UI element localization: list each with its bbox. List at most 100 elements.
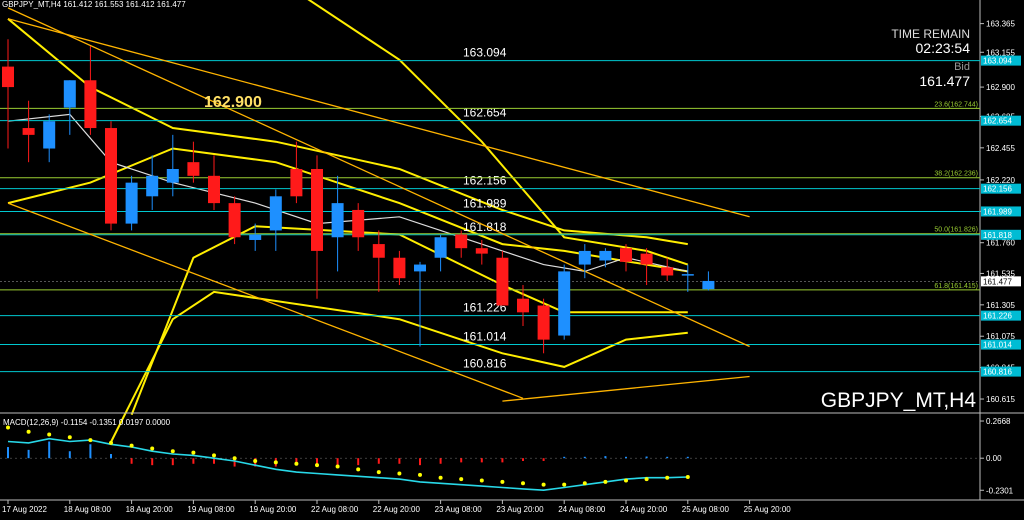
- candle: [537, 298, 550, 354]
- macd-signal-dot: [6, 425, 10, 430]
- candle: [311, 155, 323, 299]
- time-tick-label: 24 Aug 08:00: [558, 505, 606, 514]
- macd-signal-dot: [418, 472, 422, 477]
- bid-label: Bid: [954, 61, 970, 73]
- candle: [228, 196, 241, 245]
- macd-line: [7, 437, 688, 492]
- candle-body: [372, 244, 385, 258]
- macd-signal-dot: [294, 461, 299, 466]
- candle: [2, 39, 14, 149]
- candle-body: [22, 128, 35, 135]
- candle-body: [166, 168, 179, 183]
- macd-signal-dot: [644, 477, 649, 482]
- time-tick-label: 18 Aug 08:00: [64, 505, 112, 514]
- candle: [208, 155, 220, 210]
- price-tick-label: 161.535: [986, 269, 1015, 278]
- candle: [146, 155, 159, 210]
- candle: [125, 175, 138, 231]
- macd-tick-label: 0.00: [986, 454, 1002, 463]
- candle-body: [640, 253, 653, 265]
- time-tick-label: 24 Aug 20:00: [620, 505, 668, 514]
- candle: [352, 203, 365, 251]
- macd-signal-dot: [191, 450, 196, 455]
- candle: [558, 264, 571, 340]
- price-tick-label: 163.155: [986, 48, 1015, 57]
- time-tick-label: 17 Aug 2022: [2, 505, 47, 514]
- candle-body: [105, 128, 117, 224]
- candle: [290, 141, 303, 204]
- candles-layer[interactable]: [2, 39, 715, 354]
- level-price-tag-box: [981, 55, 1021, 66]
- macd-signal-dot: [541, 482, 546, 487]
- level-label: 161.989: [463, 196, 507, 210]
- macd-signal-dot: [47, 432, 52, 437]
- macd-signal-dot: [562, 482, 567, 487]
- price-tick-label: 161.760: [986, 239, 1015, 248]
- trend-line: [7, 18, 750, 218]
- macd-signal-dot: [315, 463, 319, 468]
- macd-tick-label: 0.2668: [986, 417, 1011, 426]
- candle-body: [84, 80, 97, 129]
- price-tick-label: 161.305: [986, 301, 1015, 310]
- time-remain-label: TIME REMAIN: [891, 27, 970, 41]
- candle: [393, 250, 406, 286]
- candle: [681, 264, 694, 292]
- level-price-tag: 162.654: [981, 115, 1021, 126]
- candle-body: [269, 196, 282, 231]
- macd-signal-dot: [397, 471, 402, 476]
- candle-body: [620, 248, 632, 262]
- candle-body: [208, 175, 220, 204]
- price-tick-label: 163.365: [986, 20, 1015, 29]
- macd-signal-dot: [685, 475, 690, 480]
- macd-signal-dot: [67, 435, 72, 440]
- candle: [249, 223, 262, 251]
- candle-body: [661, 267, 674, 276]
- candle: [43, 114, 56, 163]
- candle: [372, 230, 385, 292]
- levels-layer: 163.094 162.654 162.156 161.989 161.818 161.2…: [0, 0, 1024, 501]
- candle: [269, 189, 282, 251]
- candle: [434, 234, 447, 272]
- time-tick-label: 25 Aug 20:00: [744, 505, 792, 514]
- time-tick-label: 18 Aug 20:00: [126, 505, 174, 514]
- candle-body: [249, 234, 262, 240]
- macd-signal-dot: [150, 446, 155, 451]
- candle-body: [702, 280, 715, 290]
- price-axis[interactable]: 163.365163.155162.900162.685162.455162.2…: [980, 20, 1021, 404]
- candle-body: [681, 274, 694, 276]
- candle-body: [63, 80, 76, 108]
- time-remain-value: 02:23:54: [916, 40, 971, 56]
- macd-signal-dot: [521, 481, 525, 486]
- candle: [661, 257, 674, 281]
- macd-signal-dot: [232, 456, 237, 461]
- price-tick-label: 162.900: [986, 83, 1015, 92]
- candle-body: [578, 250, 591, 265]
- envelope-band-line: [307, 0, 689, 266]
- macd-signal-dot: [356, 467, 361, 472]
- candle-body: [311, 168, 323, 251]
- candle: [640, 248, 653, 286]
- macd-signal-dot: [582, 481, 587, 486]
- level-price-tag: 162.156: [981, 183, 1021, 194]
- current-price-tag-box: [981, 276, 1021, 287]
- level-price-tag: 161.226: [981, 310, 1021, 321]
- trend-line: [7, 202, 524, 399]
- candle-body: [290, 168, 303, 197]
- fib-label: 61.8(161.415): [934, 283, 978, 290]
- candle-body: [43, 121, 56, 149]
- candle: [496, 250, 509, 306]
- macd-signal-dot: [479, 478, 484, 483]
- price-tick-label: 162.455: [986, 144, 1015, 153]
- bid-value: 161.477: [919, 73, 970, 89]
- level-price-tag: 161.989: [981, 206, 1021, 217]
- level-price-tag-label: 161.818: [983, 231, 1012, 240]
- macd-signal-dot: [88, 438, 93, 443]
- big-price-label: 162.900: [204, 94, 262, 111]
- fib-label: 38.2(162.236): [934, 171, 978, 178]
- level-price-tag: 160.816: [981, 366, 1021, 377]
- candle-body: [599, 250, 612, 261]
- level-price-tag-box: [981, 310, 1021, 321]
- level-price-tag-label: 163.094: [983, 57, 1012, 66]
- macd-tick-label: -0.2301: [986, 486, 1014, 495]
